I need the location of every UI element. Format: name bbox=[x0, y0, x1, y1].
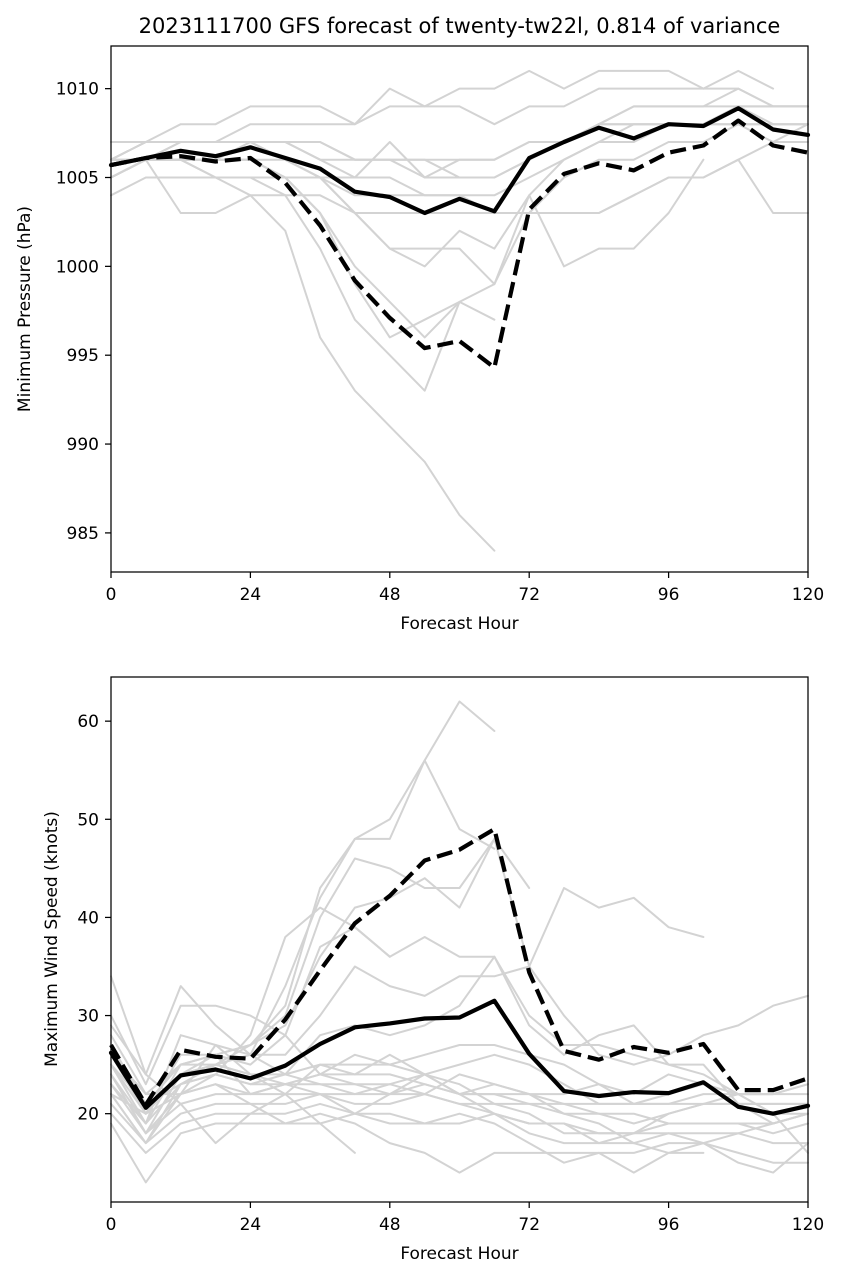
x-tick-label: 24 bbox=[240, 585, 262, 605]
pressure-x-ticks: 0 24 48 72 96 120 bbox=[106, 572, 824, 605]
wind-chart: 0 24 48 72 96 120 20 30 40 50 60 Forecast Hour Ma… bbox=[42, 676, 824, 1264]
wind-series-line bbox=[110, 1073, 809, 1135]
y-tick-label: 40 bbox=[77, 908, 99, 928]
y-tick-label: 995 bbox=[67, 346, 99, 366]
pressure-summary-lines bbox=[108, 106, 811, 370]
pressure-y-axis-label: Minimum Pressure (hPa) bbox=[15, 206, 35, 412]
wind-series-line bbox=[110, 975, 356, 1154]
pressure-x-axis-label: Forecast Hour bbox=[400, 614, 518, 634]
x-tick-label: 48 bbox=[379, 585, 401, 605]
x-tick-label: 120 bbox=[792, 585, 824, 605]
x-tick-label: 0 bbox=[106, 585, 117, 605]
wind-series-line bbox=[110, 926, 809, 1125]
x-tick-label: 0 bbox=[106, 1215, 117, 1235]
wind-series-line bbox=[109, 826, 809, 1108]
pressure-chart: 2023111700 GFS forecast of twenty-tw22l,… bbox=[15, 14, 824, 634]
wind-series-line bbox=[110, 1102, 809, 1164]
x-tick-label: 72 bbox=[518, 1215, 540, 1235]
y-tick-label: 50 bbox=[77, 810, 99, 830]
wind-summary-lines bbox=[108, 826, 811, 1116]
x-tick-label: 120 bbox=[792, 1215, 824, 1235]
x-tick-label: 96 bbox=[658, 1215, 680, 1235]
x-tick-label: 48 bbox=[379, 1215, 401, 1235]
y-tick-label: 20 bbox=[77, 1105, 99, 1125]
wind-ensemble-members bbox=[110, 700, 809, 1184]
wind-axes-frame bbox=[110, 676, 809, 1203]
y-tick-label: 990 bbox=[67, 435, 99, 455]
x-tick-label: 72 bbox=[518, 585, 540, 605]
wind-x-ticks: 0 24 48 72 96 120 bbox=[106, 1202, 824, 1235]
wind-series-line bbox=[110, 985, 809, 1096]
y-tick-label: 1010 bbox=[56, 80, 99, 100]
wind-series-line bbox=[110, 1004, 705, 1154]
y-tick-label: 30 bbox=[77, 1007, 99, 1027]
x-tick-label: 96 bbox=[658, 585, 680, 605]
wind-y-ticks: 20 30 40 50 60 bbox=[77, 712, 111, 1125]
x-tick-label: 24 bbox=[240, 1215, 262, 1235]
wind-series-line bbox=[110, 700, 496, 1135]
chart-title: 2023111700 GFS forecast of twenty-tw22l,… bbox=[139, 14, 781, 38]
wind-series-line bbox=[110, 1044, 809, 1135]
wind-series-line bbox=[110, 1044, 809, 1145]
y-tick-label: 985 bbox=[67, 524, 99, 544]
wind-series-line bbox=[108, 998, 811, 1116]
pressure-axes-frame bbox=[110, 45, 809, 573]
wind-series-line bbox=[110, 965, 809, 1125]
pressure-series-line bbox=[110, 87, 809, 161]
y-tick-label: 1000 bbox=[56, 257, 99, 277]
y-tick-label: 60 bbox=[77, 712, 99, 732]
pressure-series-line bbox=[110, 118, 809, 370]
wind-series-line bbox=[110, 1112, 809, 1184]
pressure-y-ticks: 985 990 995 1000 1005 1010 bbox=[56, 80, 111, 544]
wind-y-axis-label: Maximum Wind Speed (knots) bbox=[42, 811, 62, 1067]
wind-x-axis-label: Forecast Hour bbox=[400, 1244, 518, 1264]
pressure-series-line bbox=[108, 106, 811, 216]
pressure-series-line bbox=[110, 123, 809, 214]
y-tick-label: 1005 bbox=[56, 169, 99, 189]
pressure-series-line bbox=[110, 69, 775, 143]
